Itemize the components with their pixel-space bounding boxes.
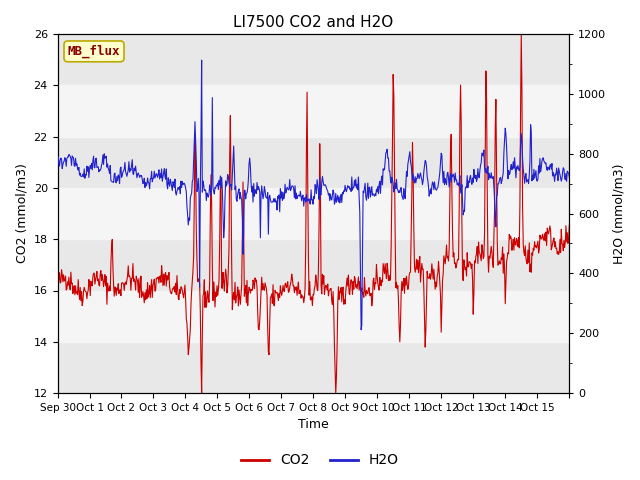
- Title: LI7500 CO2 and H2O: LI7500 CO2 and H2O: [234, 15, 394, 30]
- Legend: CO2, H2O: CO2, H2O: [236, 448, 404, 473]
- Bar: [58, 188, 570, 239]
- Bar: [58, 85, 570, 137]
- Text: MB_flux: MB_flux: [68, 45, 120, 58]
- Y-axis label: CO2 (mmol/m3): CO2 (mmol/m3): [15, 164, 28, 264]
- X-axis label: Time: Time: [298, 419, 329, 432]
- Bar: [58, 290, 570, 342]
- Y-axis label: H2O (mmol/m3): H2O (mmol/m3): [612, 163, 625, 264]
